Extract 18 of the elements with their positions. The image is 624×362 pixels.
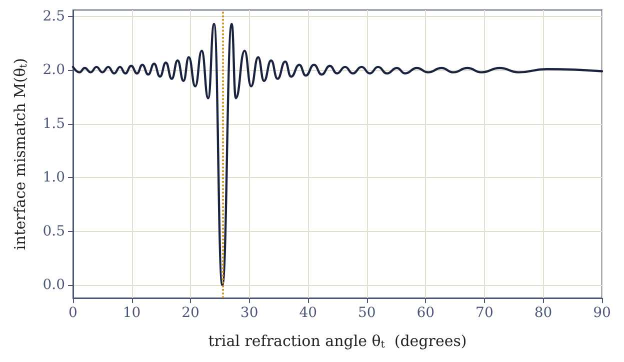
- x-tick-label: 50: [358, 305, 376, 321]
- line-series: [72, 22, 604, 286]
- x-tick-label: 70: [476, 305, 494, 321]
- y-tick-label: 2.5: [42, 8, 65, 24]
- x-tick-label: 10: [122, 305, 141, 321]
- x-tick-label: 40: [299, 305, 318, 321]
- x-tick-label: 60: [416, 305, 435, 321]
- x-tick-label: 90: [593, 305, 611, 321]
- y-tick-label: 2.0: [42, 62, 65, 78]
- y-tick-label: 0.0: [42, 277, 65, 294]
- y-axis-title: interface mismatch M(θt): [11, 58, 30, 250]
- x-tick-label: 80: [534, 305, 552, 321]
- y-tick-label: 1.5: [42, 116, 65, 132]
- y-tick-label: 0.5: [42, 223, 65, 240]
- x-tick-label: 30: [240, 305, 258, 321]
- y-tick-label: 1.0: [42, 170, 65, 186]
- x-tick-label: 20: [182, 305, 200, 321]
- x-tick-label: 0: [68, 305, 78, 321]
